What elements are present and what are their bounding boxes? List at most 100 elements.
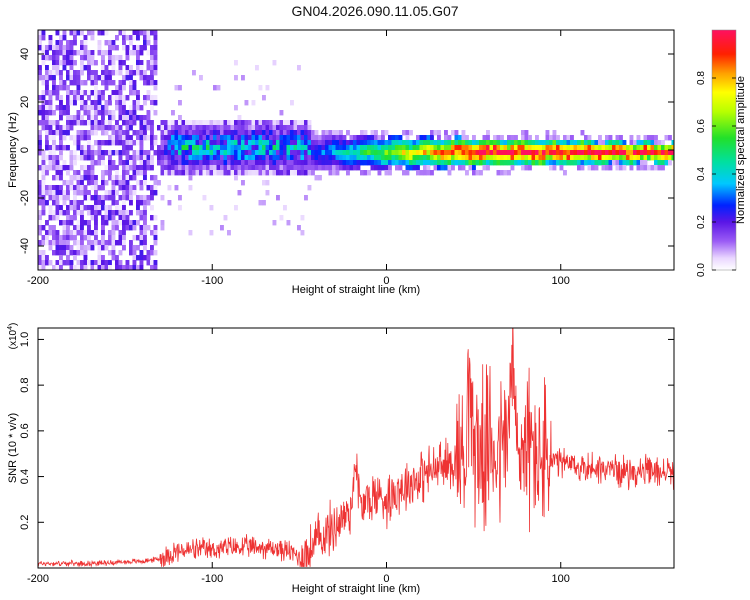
spectrogram-cell — [87, 210, 91, 216]
spectrogram-cell — [90, 130, 95, 136]
spectrogram-cell — [97, 155, 102, 161]
spectrogram-cell — [346, 165, 350, 171]
spectrogram-cell — [304, 140, 308, 146]
spectrogram-cell — [286, 120, 291, 126]
spectrogram-cell — [94, 265, 98, 270]
spectrogram-cell — [125, 170, 130, 176]
spectrogram-cell — [66, 245, 70, 251]
spectrogram-cell — [241, 170, 245, 176]
spectrogram-cell — [143, 100, 147, 106]
spectrogram-cell — [118, 240, 123, 246]
spectrogram-cell — [636, 135, 641, 141]
spectrogram-cell — [286, 130, 291, 136]
spectrogram-cell — [101, 125, 105, 131]
spectrogram-cell — [220, 160, 224, 166]
spectrogram-cell — [118, 175, 123, 181]
spectrogram-cell — [318, 165, 322, 171]
spectrogram-cell — [272, 160, 277, 166]
spectrogram-cell — [111, 245, 116, 251]
spectrogram-cell — [143, 220, 147, 226]
spectrogram-cell — [559, 165, 564, 171]
spectrogram-cell — [237, 120, 242, 126]
spectrogram-cell — [139, 230, 144, 236]
spectrogram-cell — [62, 225, 67, 231]
spectrogram-cell — [311, 130, 315, 136]
spectrogram-cell — [101, 170, 105, 176]
spectrogram-cell — [192, 170, 196, 176]
spectrogram-cell — [398, 160, 403, 166]
spectrogram-cell — [48, 165, 53, 171]
spectrogram-cell — [73, 255, 77, 261]
spectrogram-cell — [83, 235, 88, 241]
spectrogram-cell — [608, 155, 613, 161]
spectrogram-cell — [108, 100, 112, 106]
spectrogram-cell — [90, 215, 95, 221]
spectrogram-cell — [405, 140, 410, 146]
spectrogram-cell — [444, 165, 448, 171]
spectrogram-cell — [272, 170, 277, 176]
spectrogram-cell — [111, 110, 116, 116]
spectrogram-cell — [657, 150, 662, 156]
spectrogram-cell — [150, 45, 154, 51]
spectrogram-cell — [619, 145, 623, 151]
spectrogram-cell — [199, 150, 203, 156]
spectrogram-cell — [521, 145, 525, 151]
spectrogram-cell — [234, 165, 238, 171]
spectrogram-cell — [59, 100, 63, 106]
spectrogram-cell — [122, 200, 126, 206]
spectrogram-cell — [38, 200, 42, 206]
spectrogram-cell — [178, 135, 182, 141]
spectrogram-cell — [45, 155, 49, 161]
spectrogram-cell — [69, 235, 74, 241]
spectrogram-cell — [496, 145, 501, 151]
spectrogram-cell — [223, 155, 228, 161]
spectrogram-cell — [577, 145, 581, 151]
spectrogram-cell — [87, 170, 91, 176]
spectrogram-cell — [69, 150, 74, 156]
spectrogram-ytick-label: -40 — [19, 238, 31, 254]
spectrogram-cell — [146, 135, 151, 141]
spectrogram-cell — [69, 185, 74, 191]
spectrogram-cell — [132, 160, 137, 166]
spectrogram-cell — [269, 155, 273, 161]
spectrogram-cell — [650, 165, 655, 171]
spectrogram-cell — [216, 120, 221, 126]
spectrogram-cell — [115, 225, 119, 231]
spectrogram-cell — [328, 160, 333, 166]
spectrogram-cell — [185, 170, 189, 176]
spectrogram-cell — [643, 140, 648, 146]
spectrogram-cell — [80, 55, 84, 61]
spectrogram-cell — [76, 210, 81, 216]
spectrogram-cell — [251, 165, 256, 171]
spectrogram-cell — [227, 135, 231, 141]
spectrogram-cell — [237, 170, 242, 176]
spectrogram-cell — [486, 140, 490, 146]
spectrogram-cell — [139, 120, 144, 126]
spectrogram-cell — [528, 165, 532, 171]
spectrogram-cell — [479, 170, 483, 176]
spectrogram-cell — [143, 75, 147, 81]
spectrogram-cell — [129, 90, 133, 96]
spectrogram-cell — [279, 110, 284, 116]
spectrogram-cell — [153, 85, 158, 91]
spectrogram-cell — [647, 150, 651, 156]
snr-ytick-label: 0.2 — [19, 515, 31, 530]
spectrogram-cell — [111, 65, 116, 71]
spectrogram-cell — [290, 150, 294, 156]
spectrogram-cell — [41, 265, 46, 270]
spectrogram-cell — [605, 140, 609, 146]
spectrogram-cell — [412, 145, 417, 151]
spectrogram-cell — [521, 150, 525, 156]
spectrogram-cell — [591, 165, 595, 171]
spectrogram-cell — [360, 170, 364, 176]
spectrogram-cell — [125, 70, 130, 76]
spectrogram-cell — [73, 200, 77, 206]
spectrogram-cell — [136, 50, 140, 56]
spectrogram-cell — [286, 155, 291, 161]
spectrogram-cell — [41, 115, 46, 121]
spectrogram-cell — [192, 135, 196, 141]
spectrogram-cell — [332, 170, 336, 176]
spectrogram-cell — [521, 165, 525, 171]
spectrogram-cell — [216, 130, 221, 136]
spectrogram-cell — [192, 70, 196, 76]
